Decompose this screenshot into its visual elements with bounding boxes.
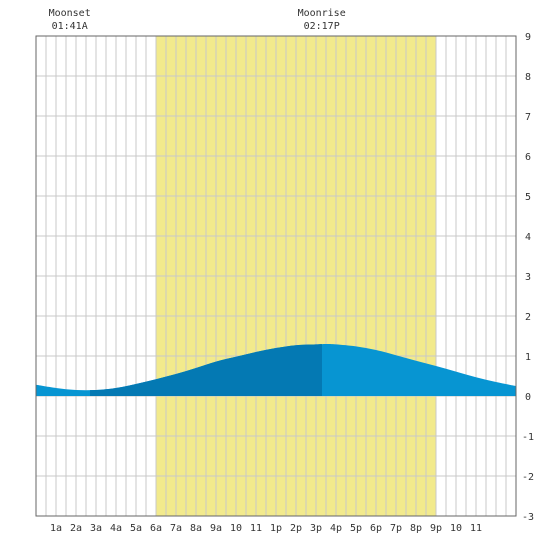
x-tick-label: 5p [350, 523, 362, 534]
x-tick-label: 9a [210, 523, 222, 534]
x-tick-label: 4a [110, 523, 122, 534]
y-tick-label: 9 [525, 32, 531, 43]
moon-event-label: Moonrise [298, 8, 346, 19]
y-tick-label: 8 [525, 72, 531, 83]
x-tick-label: 3p [310, 523, 322, 534]
x-tick-label: 11 [250, 523, 262, 534]
x-tick-label: 7a [170, 523, 182, 534]
y-tick-label: 4 [525, 232, 531, 243]
x-tick-label: 3a [90, 523, 102, 534]
moon-event-label: Moonset [49, 8, 91, 19]
x-tick-label: 5a [130, 523, 142, 534]
x-tick-label: 6a [150, 523, 162, 534]
x-tick-label: 4p [330, 523, 342, 534]
x-tick-label: 11 [470, 523, 482, 534]
y-tick-label: 7 [525, 112, 531, 123]
y-tick-label: 1 [525, 352, 531, 363]
x-tick-label: 6p [370, 523, 382, 534]
x-tick-label: 10 [450, 523, 462, 534]
x-tick-label: 9p [430, 523, 442, 534]
x-tick-label: 7p [390, 523, 402, 534]
y-tick-label: -3 [522, 512, 534, 523]
x-tick-label: 2p [290, 523, 302, 534]
y-tick-label: -2 [522, 472, 534, 483]
x-tick-label: 1a [50, 523, 62, 534]
moon-event-time: 02:17P [304, 21, 340, 32]
y-tick-label: 2 [525, 312, 531, 323]
x-tick-label: 8p [410, 523, 422, 534]
plot-frame [35, 35, 517, 517]
y-tick-label: 5 [525, 192, 531, 203]
x-tick-label: 8a [190, 523, 202, 534]
y-tick-label: 3 [525, 272, 531, 283]
x-tick-label: 2a [70, 523, 82, 534]
y-tick-label: 6 [525, 152, 531, 163]
x-tick-label: 10 [230, 523, 242, 534]
x-tick-label: 1p [270, 523, 282, 534]
moon-event-time: 01:41A [52, 21, 88, 32]
y-tick-label: 0 [525, 392, 531, 403]
y-tick-label: -1 [522, 432, 534, 443]
